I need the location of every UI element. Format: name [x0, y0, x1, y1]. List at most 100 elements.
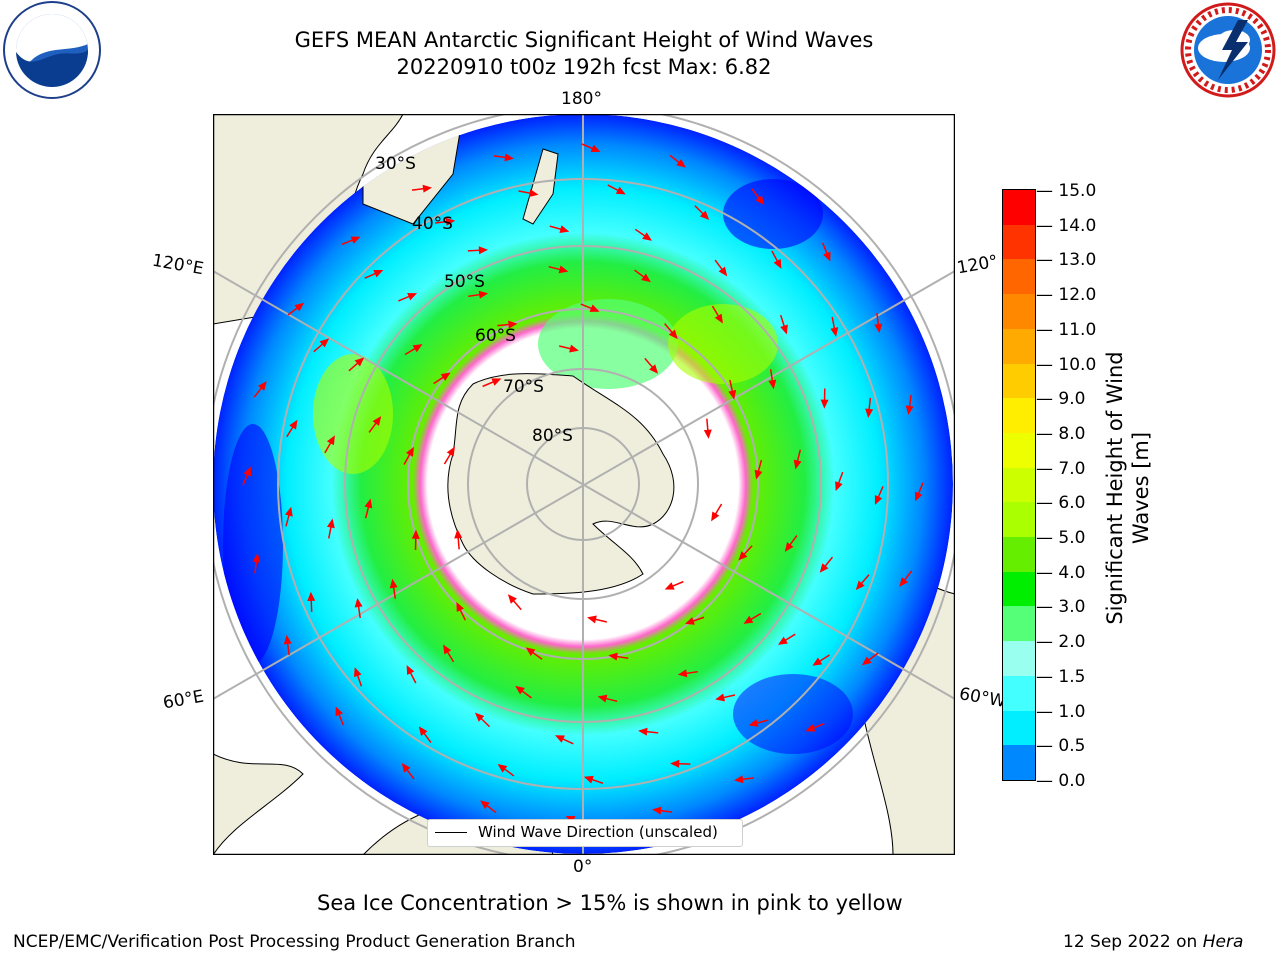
- wave-direction-arrowhead: [835, 481, 843, 492]
- wave-direction-arrowhead: [805, 724, 816, 732]
- wave-direction-arrowhead: [528, 189, 539, 197]
- wave-direction-arrowhead: [354, 597, 363, 608]
- wave-direction-arrowhead: [699, 210, 710, 220]
- sea-ice-note: Sea Ice Concentration > 15% is shown in …: [317, 891, 903, 915]
- wave-direction-arrowhead: [703, 429, 712, 439]
- wave-direction-arrowhead: [558, 265, 569, 274]
- lon-label-60w: 60°W: [957, 684, 1008, 712]
- wave-direction-arrowhead: [418, 726, 428, 737]
- colorbar-label-line1: Significant Height of Wind: [1103, 351, 1127, 625]
- wave-direction-arrowhead: [335, 706, 343, 717]
- colorbar-label-line2: Waves [m]: [1129, 431, 1153, 545]
- colorbar-segment: [1003, 571, 1035, 607]
- wave-direction-arrowhead: [406, 665, 415, 676]
- lat-label-80s: 80°S: [532, 426, 573, 446]
- colorbar-segment: [1003, 745, 1035, 781]
- colorbar-tick-label: — 4.0: [1036, 562, 1086, 583]
- wave-direction-arrowhead: [350, 236, 361, 244]
- colorbar-segment: [1003, 675, 1035, 712]
- chart-title: GEFS MEAN Antarctic Significant Height o…: [294, 28, 874, 52]
- wave-direction-arrowhead: [478, 246, 489, 255]
- wave-direction-arrowhead: [307, 591, 316, 602]
- wave-direction-arrowhead: [738, 551, 748, 561]
- wave-direction-arrowhead: [515, 685, 525, 695]
- wave-direction-arrowhead: [773, 258, 782, 269]
- lon-label-120e: 120°E: [150, 250, 206, 280]
- date-text: 12 Sep 2022 on: [1063, 932, 1203, 952]
- wave-direction-arrowhead: [642, 232, 652, 241]
- colorbar-tick-label: — 15.0: [1036, 181, 1097, 201]
- colorbar-segment: [1003, 710, 1035, 746]
- wave-direction-arrowhead: [676, 158, 686, 168]
- wave-direction-arrowhead: [373, 270, 384, 278]
- wave-direction-arrowhead: [252, 553, 261, 563]
- colorbar-segment: [1003, 328, 1035, 365]
- colorbar-segment: [1003, 190, 1035, 226]
- colorbar-tick-label: — 7.0: [1036, 458, 1086, 479]
- colorbar-tick-label: — 9.0: [1036, 389, 1086, 410]
- wave-direction-arrowhead: [497, 763, 508, 773]
- wave-direction-arrowhead: [715, 693, 725, 702]
- wave-direction-arrowhead: [768, 379, 777, 390]
- colorbar-tick-label: — 12.0: [1036, 285, 1097, 306]
- noaa-logo: NOAA: [3, 1, 101, 99]
- wave-direction-arrowhead: [326, 435, 335, 446]
- wave-direction-arrowhead: [319, 338, 330, 348]
- wave-direction-arrowhead: [754, 469, 763, 480]
- lon-label-60e: 60°E: [161, 686, 206, 714]
- wave-direction-arrowhead: [748, 719, 759, 727]
- wave-direction-arrowhead: [861, 656, 872, 666]
- wave-direction-arrowhead: [812, 657, 823, 666]
- nws-logo: [1180, 2, 1276, 98]
- colorbar-ticks: — 15.0 — 14.0 — 13.0 — 12.0 — 11.0 — 10.0 — 9.…: [1036, 181, 1106, 791]
- lat-label-70s: 70°S: [503, 377, 544, 397]
- wave-direction-arrowhead: [733, 775, 744, 784]
- wave-direction-arrowhead: [638, 727, 648, 736]
- colorbar-segment: [1003, 294, 1035, 330]
- wave-direction-arrowhead: [899, 577, 909, 587]
- legend-line: [435, 832, 467, 833]
- lon-label-0: 0°: [573, 857, 593, 877]
- wave-direction-arrowhead: [480, 800, 490, 810]
- lon-label-180: 180°: [561, 89, 602, 109]
- wave-direction-arrowhead: [874, 323, 883, 334]
- colorbar-segment: [1003, 606, 1035, 642]
- map-frame: [213, 114, 955, 855]
- colorbar-segment: [1003, 502, 1035, 538]
- colorbar-tick-label: — 2.0: [1036, 632, 1086, 653]
- wave-direction-arrowhead: [874, 495, 883, 505]
- wave-direction-arrowhead: [454, 529, 463, 539]
- wave-direction-arrowhead: [478, 290, 489, 299]
- date-line: 12 Sep 2022 on Hera: [1063, 932, 1243, 952]
- colorbar-tick-label: — 11.0: [1036, 319, 1097, 340]
- wave-direction-arrowhead: [820, 399, 829, 409]
- wave-direction-arrowhead: [608, 652, 618, 661]
- colorbar-segment: [1003, 259, 1035, 295]
- colorbar-tick-label: — 8.0: [1036, 423, 1086, 444]
- colorbar-label: Significant Height of Wind Waves [m]: [1102, 338, 1154, 638]
- wave-direction-arrowhead: [243, 466, 251, 477]
- wave-direction-arrowhead: [778, 636, 788, 645]
- wave-direction-arrowhead: [446, 446, 455, 457]
- colorbar-segment: [1003, 398, 1035, 434]
- wave-direction-arrowhead: [412, 344, 423, 353]
- wave-direction-arrowhead: [590, 144, 601, 152]
- wave-direction-arrowhead: [743, 615, 754, 624]
- colorbar-segment: [1003, 432, 1035, 469]
- wave-direction-arrowhead: [684, 617, 695, 625]
- wave-direction-arrowhead: [289, 419, 298, 430]
- wave-direction-arrowhead: [855, 580, 865, 591]
- wave-direction-arrowhead: [445, 217, 456, 226]
- colorbar-tick-label: — 14.0: [1036, 215, 1097, 236]
- wave-direction-arrowhead: [372, 416, 382, 426]
- wave-direction-arrowhead: [652, 806, 662, 815]
- lat-label-50s: 50°S: [444, 272, 485, 292]
- colorbar-tick-label: — 0.0: [1036, 771, 1086, 791]
- colorbar-tick-label: — 1.0: [1036, 701, 1086, 722]
- wave-direction-arrowhead: [508, 320, 518, 329]
- colorbar-tick-label: — 0.5: [1036, 736, 1086, 757]
- wave-direction-arrowhead: [284, 506, 293, 517]
- colorbar-segment: [1003, 537, 1035, 573]
- wave-direction-arrowhead: [714, 313, 723, 324]
- colorbar-segment: [1003, 363, 1035, 399]
